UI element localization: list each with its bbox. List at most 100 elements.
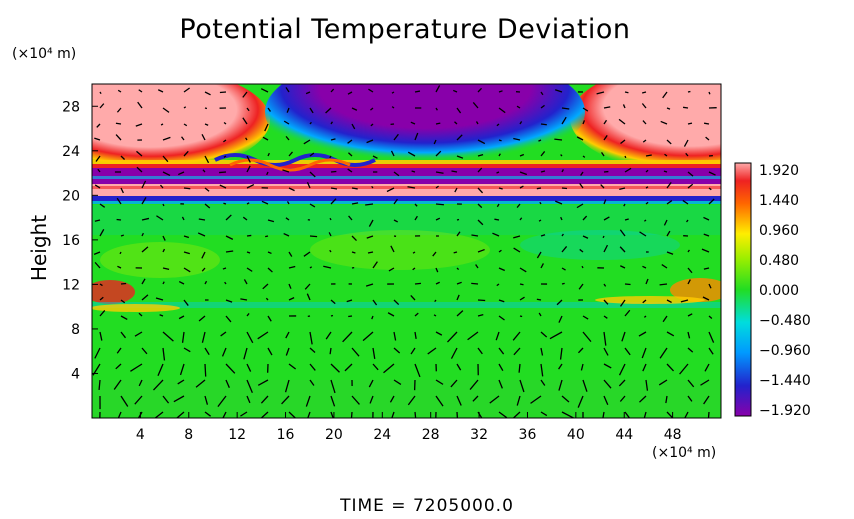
velocity-vector	[183, 106, 187, 109]
velocity-vector	[576, 203, 584, 209]
velocity-vector	[368, 379, 374, 388]
velocity-vector	[262, 136, 269, 141]
velocity-vector	[288, 265, 296, 269]
velocity-vector	[475, 121, 479, 125]
velocity-vector	[658, 379, 668, 386]
velocity-vector	[498, 347, 505, 355]
velocity-vector	[223, 121, 227, 125]
velocity-vector	[157, 363, 164, 376]
velocity-vector	[243, 279, 248, 285]
velocity-vector	[643, 219, 647, 222]
velocity-vector	[94, 137, 101, 141]
velocity-vector	[94, 184, 101, 189]
velocity-vector	[516, 395, 521, 406]
velocity-vector	[281, 395, 290, 405]
velocity-vector	[119, 251, 122, 255]
velocity-vector	[685, 219, 689, 223]
velocity-vector	[386, 187, 395, 193]
velocity-vector	[347, 91, 353, 95]
velocity-vector	[554, 138, 563, 141]
velocity-vector	[265, 235, 269, 238]
velocity-vector	[456, 134, 463, 141]
velocity-vector	[96, 123, 101, 128]
velocity-vector	[157, 89, 164, 93]
velocity-vector	[708, 171, 716, 176]
velocity-vector	[329, 249, 332, 253]
velocity-vector	[365, 283, 374, 287]
velocity-vector	[369, 395, 374, 404]
velocity-vector	[204, 363, 207, 377]
velocity-vector	[469, 379, 479, 391]
velocity-vector	[219, 184, 227, 189]
velocity-vector	[662, 91, 668, 99]
velocity-vector	[540, 347, 544, 356]
velocity-vector	[498, 153, 501, 157]
velocity-vector	[624, 218, 629, 221]
velocity-vector	[365, 203, 374, 206]
velocity-vector	[477, 167, 483, 173]
velocity-vector	[136, 166, 143, 173]
velocity-vector	[664, 153, 668, 157]
velocity-vector	[411, 170, 416, 173]
velocity-vector	[225, 379, 230, 389]
velocity-vector	[666, 107, 671, 110]
velocity-vector	[371, 185, 374, 189]
velocity-vector	[223, 155, 227, 158]
x-tick-label: 24	[373, 427, 391, 443]
velocity-vector	[309, 107, 314, 114]
velocity-vector	[582, 120, 586, 125]
velocity-vector	[540, 123, 547, 126]
velocity-vector	[666, 181, 672, 189]
velocity-vector	[113, 379, 122, 390]
velocity-vector	[202, 169, 206, 173]
velocity-vector	[556, 299, 563, 306]
velocity-vector	[371, 315, 374, 320]
velocity-vector	[451, 170, 458, 173]
velocity-vector	[330, 379, 336, 394]
velocity-vector	[309, 363, 316, 371]
velocity-vector	[351, 347, 360, 357]
velocity-vector	[414, 215, 418, 221]
velocity-vector	[330, 138, 336, 141]
velocity-vector	[99, 103, 105, 109]
velocity-vector	[162, 347, 166, 361]
velocity-vector	[267, 315, 272, 322]
velocity-vector	[558, 379, 563, 391]
velocity-vector	[540, 104, 545, 109]
velocity-vector	[643, 315, 647, 318]
velocity-vector	[303, 139, 311, 145]
velocity-vector	[666, 139, 672, 145]
velocity-vector	[475, 264, 479, 269]
velocity-vector	[362, 331, 374, 342]
velocity-vector	[160, 123, 164, 126]
velocity-vector	[351, 251, 356, 254]
velocity-vector	[645, 278, 649, 285]
velocity-vector	[558, 363, 563, 370]
x-tick-label: 8	[184, 427, 193, 443]
velocity-vector	[560, 216, 563, 221]
velocity-vector	[137, 411, 143, 418]
velocity-vector	[456, 281, 462, 285]
velocity-vector	[351, 187, 358, 190]
velocity-vector	[246, 107, 250, 112]
velocity-vector	[138, 89, 143, 93]
velocity-vector	[221, 347, 227, 357]
velocity-vector	[116, 107, 122, 113]
velocity-vector	[305, 91, 311, 95]
velocity-vector	[645, 201, 649, 205]
velocity-vector	[624, 155, 627, 159]
velocity-vector	[560, 154, 563, 157]
velocity-vector	[330, 395, 336, 407]
velocity-vector	[519, 283, 524, 286]
velocity-vector	[704, 363, 710, 372]
velocity-vector	[536, 251, 542, 259]
velocity-vector	[540, 151, 546, 157]
velocity-vector	[645, 186, 649, 189]
x-tick-label: 48	[664, 427, 682, 443]
velocity-vector	[223, 202, 227, 205]
velocity-vector	[666, 230, 671, 237]
velocity-vector	[708, 91, 711, 95]
velocity-vector	[456, 267, 460, 271]
velocity-vector	[283, 232, 290, 237]
velocity-vector	[519, 379, 525, 393]
